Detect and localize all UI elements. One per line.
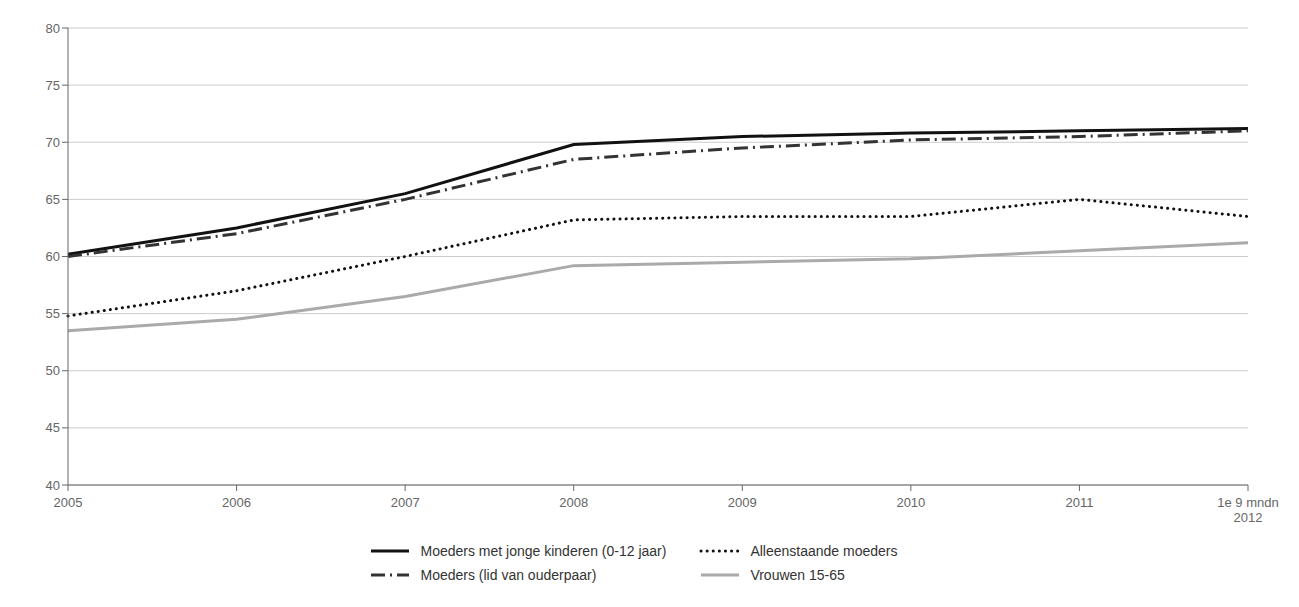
svg-text:2010: 2010 [896,495,925,510]
svg-text:75: 75 [46,78,60,93]
html-text:Moeders (lid van ouderpaar): Moeders (lid van ouderpaar) [420,567,597,583]
svg-text:50: 50 [46,363,60,378]
svg-text:70: 70 [46,135,60,150]
svg-text:2007: 2007 [391,495,420,510]
html-text:Vrouwen 15-65: Vrouwen 15-65 [750,567,845,583]
svg-text:40: 40 [46,478,60,493]
svg-text:55: 55 [46,306,60,321]
svg-text:80: 80 [46,21,60,36]
svg-text:2006: 2006 [222,495,251,510]
svg-text:60: 60 [46,249,60,264]
svg-text:2008: 2008 [559,495,588,510]
svg-text:2005: 2005 [54,495,83,510]
svg-text:2011: 2011 [1065,495,1093,510]
svg-text:1e 9 mndn2012: 1e 9 mndn2012 [1217,495,1278,525]
html-text:Alleenstaande moeders: Alleenstaande moeders [750,543,898,559]
html-text:Moeders met jonge kinderen (0-: Moeders met jonge kinderen (0-12 jaar) [420,543,667,559]
svg-text:45: 45 [46,420,60,435]
svg-text:65: 65 [46,192,60,207]
svg-text:2009: 2009 [728,495,757,510]
